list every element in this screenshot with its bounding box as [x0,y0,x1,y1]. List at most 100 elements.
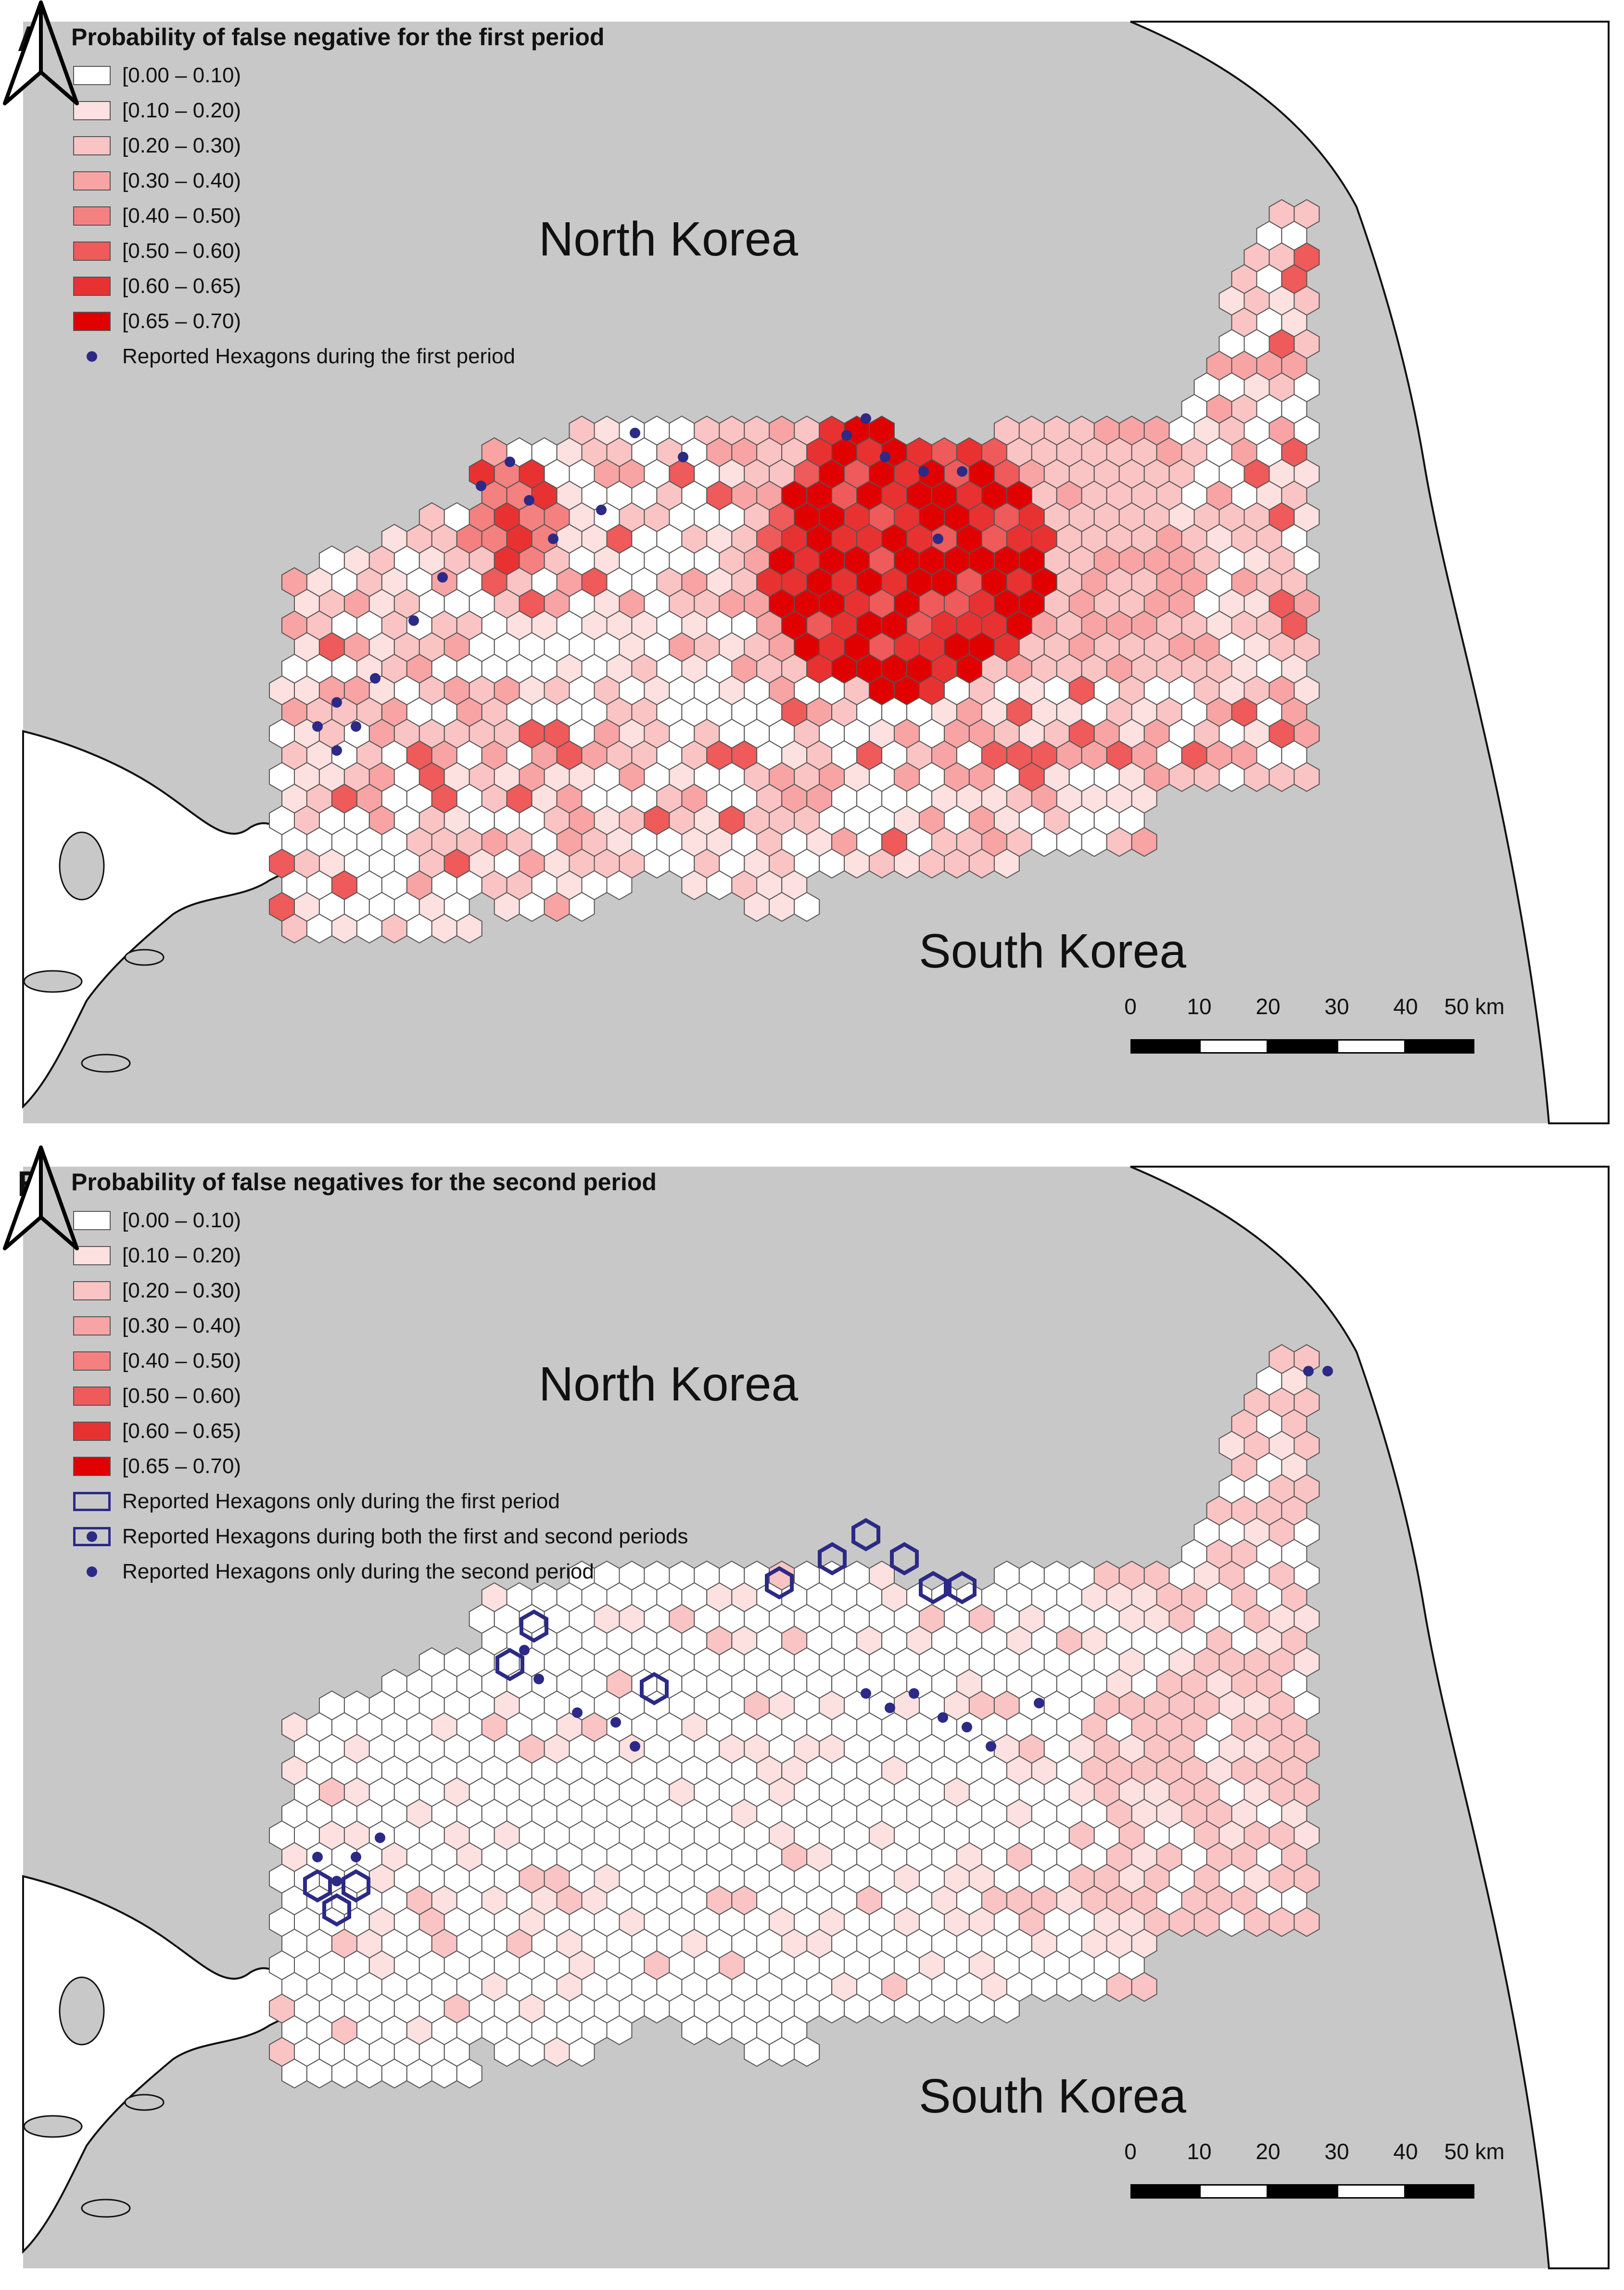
reported-hexagon-outline [919,1571,948,1604]
reported-hexagon-outline [342,1869,370,1903]
scale-segment [1268,2184,1337,2199]
legend-label: [0.30 – 0.40) [122,168,241,192]
scale-tick-label: 50 km [1444,2139,1505,2164]
legend-item: [0.30 – 0.40) [71,1308,688,1343]
legend-swatch [73,241,111,261]
legend-item: [0.20 – 0.30) [71,1273,688,1308]
dot-icon [524,495,534,506]
legend-label: Reported Hexagons only during the second… [122,1559,594,1583]
scale-tick-label: 0 [1124,2139,1137,2164]
hexagon-cell [794,2036,820,2067]
legend-swatch [73,1386,111,1406]
legend-item: [0.60 – 0.65) [71,1413,688,1449]
yellow-sea [22,1875,300,2254]
dot-icon [351,721,361,732]
reported-hexagon-outline [818,1542,847,1576]
dot-icon [1322,1366,1333,1376]
legend-swatch [73,276,111,296]
legend-swatch [73,1210,111,1230]
legend-item: [0.40 – 0.50) [71,198,605,233]
hexagon-cell [606,2015,633,2046]
legend-label: [0.50 – 0.60) [122,1384,241,1408]
south-korea-label: South Korea [919,2069,1186,2123]
legend-swatch [73,1246,111,1265]
hexagon-cell [1131,827,1157,857]
hexagon-cell [993,1993,1020,2024]
reported-hexagon-outline [948,1571,977,1604]
legend-swatch [73,1456,111,1476]
dot-icon [596,505,607,515]
legend-title: Probability of false negative for the fi… [71,24,605,51]
scale-segment [1199,2184,1268,2199]
south-korea-label: South Korea [919,924,1186,978]
dot-icon [861,413,871,424]
legend-swatch [73,1316,111,1336]
island [23,2115,83,2138]
legend: Probability of false negatives for the s… [71,1168,688,1589]
legend-label: [0.10 – 0.20) [122,98,241,122]
legend-item: [0.60 – 0.65) [71,268,605,304]
dot-icon [408,615,419,626]
legend-item: [0.65 – 0.70) [71,304,605,339]
legend-swatch [73,101,111,120]
scale-bar: 0 10 20 30 40 50 km [1121,993,1506,1054]
legend-label: Reported Hexagons during both the first … [122,1524,688,1548]
legend-label: Reported Hexagons only during the first … [122,1489,560,1513]
reported-hexagon-markers [312,413,967,756]
dot-icon [630,1741,640,1752]
scale-bar: 0 10 20 30 40 50 km [1121,2138,1506,2199]
legend-item: [0.20 – 0.30) [71,128,605,163]
hexagon-grid [269,199,1320,944]
map-canvas [22,21,1610,1124]
east-sea [1130,21,1610,1124]
legend-item: Reported Hexagons during the first perio… [71,339,605,374]
scale-tick-label: 30 [1324,994,1349,1019]
dot-icon [885,1703,895,1713]
dot-icon [331,697,342,708]
dot-icon [909,1688,919,1699]
legend-item: Reported Hexagons only during the first … [71,1484,688,1519]
legend-item: [0.10 – 0.20) [71,1238,688,1273]
hex-outline-icon [73,1491,111,1511]
legend-label: [0.40 – 0.50) [122,1349,241,1373]
legend-swatch [73,1421,111,1441]
reported-hexagon-outline [765,1566,794,1600]
map-panel-a: A Probability of false negative for the … [3,0,1610,1124]
legend-label: Reported Hexagons during the first perio… [122,344,515,368]
legend-item: [0.00 – 0.10) [71,58,605,93]
hexagon-cell [569,2036,595,2067]
dot-icon [437,572,448,583]
scale-segment [1337,1039,1406,1054]
reported-hexagon-outline [495,1648,524,1681]
scale-segment [1130,1039,1199,1054]
north-korea-label: North Korea [539,212,799,266]
dot-icon [630,428,640,438]
dot-icon [375,1832,385,1843]
dot-icon [312,1852,323,1862]
legend-swatch [73,171,111,191]
legend-title: Probability of false negatives for the s… [71,1169,657,1196]
hexagon-grid [269,1344,1320,2089]
scale-tick-label: 50 km [1444,994,1505,1019]
scale-tick-label: 10 [1187,2139,1212,2164]
island [59,1976,105,2046]
dot-icon [962,1722,972,1732]
hexagon-cell [456,2058,482,2089]
north-arrow-icon [3,0,79,105]
dot-icon [861,1688,871,1699]
legend-item: [0.30 – 0.40) [71,163,605,198]
dot-icon [918,466,929,477]
island [81,2199,131,2218]
island [124,2094,165,2111]
dot-icon [548,534,558,544]
dot-icon [986,1741,996,1752]
dot-icon [938,1712,948,1723]
dot-icon [73,1561,111,1582]
legend-label: [0.60 – 0.65) [122,274,241,298]
reported-hexagon-outline [303,1869,332,1903]
scale-tick-label: 20 [1256,2139,1281,2164]
hexagon-cell [993,848,1020,879]
legend-swatch [73,136,111,155]
legend-item: [0.00 – 0.10) [71,1203,688,1238]
east-sea [1130,1166,1610,2269]
